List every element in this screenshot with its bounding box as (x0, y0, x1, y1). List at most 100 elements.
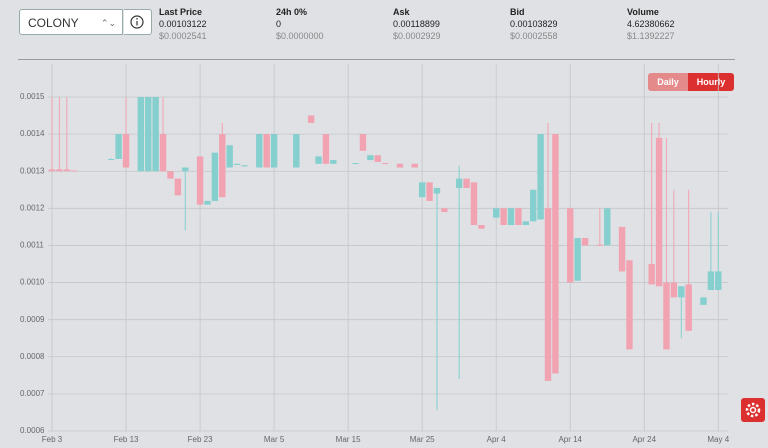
candle-body (478, 225, 485, 229)
hourly-button[interactable]: Hourly (688, 73, 734, 91)
candle-body (537, 134, 544, 220)
candle-body (315, 156, 322, 164)
stat-label: 24h 0% (276, 7, 308, 17)
y-tick-label: 0.0015 (20, 92, 45, 101)
y-tick-label: 0.0010 (20, 278, 45, 287)
candle-body (670, 282, 678, 298)
candle-body (374, 155, 381, 162)
candle-body (204, 200, 211, 205)
candle-body (530, 189, 537, 222)
candle-body (122, 134, 130, 168)
candle-body (463, 178, 470, 188)
candle-body (71, 170, 78, 172)
info-button[interactable] (124, 9, 152, 35)
info-icon (130, 15, 144, 29)
candle-body (270, 134, 278, 168)
candle-body (507, 208, 515, 226)
x-tick-label: Mar 15 (336, 435, 361, 444)
candle-body (152, 97, 159, 172)
candle-body (159, 134, 167, 172)
candle-body (470, 182, 478, 226)
candle-body (678, 286, 685, 298)
candle-body (56, 169, 63, 172)
candle-body (174, 178, 182, 196)
x-tick-label: May 4 (707, 435, 729, 444)
x-tick-label: Apr 14 (558, 435, 582, 444)
stat-value: 0 (276, 19, 282, 29)
token-selector[interactable]: COLONY ⌃⌄ (19, 9, 123, 35)
candle-body (574, 238, 581, 281)
candle-body (544, 208, 552, 381)
y-tick-label: 0.0014 (20, 129, 45, 138)
candle-body (500, 208, 507, 226)
x-tick-label: Feb 23 (188, 435, 213, 444)
stat-label: Last Price (159, 7, 203, 17)
candle-body (618, 226, 626, 272)
y-tick-label: 0.0009 (20, 315, 45, 324)
x-tick-label: Apr 24 (632, 435, 656, 444)
x-tick-label: Mar 25 (410, 435, 435, 444)
stat-label: Ask (393, 7, 410, 17)
candle-body (381, 163, 389, 165)
candle-body (492, 208, 500, 218)
candle-body (648, 264, 655, 285)
candle-body (433, 187, 441, 194)
y-tick-label: 0.0012 (20, 203, 45, 212)
candle-body (352, 163, 359, 165)
candle-body (685, 284, 692, 331)
stat-value: 0.00103829 (510, 19, 558, 29)
candle-body (567, 208, 574, 283)
candle-body (330, 160, 337, 164)
candle-body (48, 169, 56, 172)
candle-body (233, 163, 241, 165)
stat: Last Price 0.00103122 $0.0002541 (159, 6, 207, 42)
candle-body (700, 297, 707, 305)
candle-body (515, 208, 522, 226)
caret: ⌃⌄ (100, 18, 116, 28)
x-tick-label: Feb 3 (42, 435, 63, 444)
candle-body (441, 208, 448, 213)
candle-body (115, 134, 122, 159)
daily-button[interactable]: Daily (648, 73, 688, 91)
candle-body (307, 115, 315, 123)
stat-usd: $0.0000000 (276, 31, 324, 41)
candle-body (145, 97, 152, 172)
candle-body (715, 271, 722, 290)
y-tick-label: 0.0006 (20, 426, 45, 435)
candle-body (522, 221, 530, 226)
candle-body (167, 171, 174, 179)
candle-body (663, 282, 670, 350)
candle-body (226, 145, 233, 168)
stat: Bid 0.00103829 $0.0002558 (510, 6, 558, 42)
stat-usd: $1.1392227 (627, 31, 675, 41)
candle-body (263, 134, 270, 168)
stat-value: 0.00103122 (159, 19, 207, 29)
settings-button[interactable] (741, 398, 765, 422)
y-tick-label: 0.0008 (20, 352, 45, 361)
candle-body (256, 134, 263, 168)
candle-body (108, 158, 115, 160)
candle-body (596, 244, 604, 246)
stat: Volume 4.62380662 $1.1392227 (627, 6, 675, 42)
stat-label: Volume (627, 7, 659, 17)
candle-body (655, 137, 663, 287)
x-tick-label: Mar 5 (264, 435, 285, 444)
candle-body (396, 163, 404, 168)
stat-usd: $0.0002558 (510, 31, 558, 41)
candle-body (322, 134, 330, 164)
stat-value: 4.62380662 (627, 19, 675, 29)
candle-body (707, 271, 715, 290)
y-tick-label: 0.0011 (20, 241, 44, 250)
candle-body (581, 238, 589, 246)
y-tick-label: 0.0013 (20, 166, 45, 175)
stat-value: 0.00118899 (393, 19, 440, 29)
candle-body (63, 169, 71, 172)
stat-usd: $0.0002929 (393, 31, 441, 41)
candle-body (359, 134, 367, 151)
stat: 24h 0% 0 $0.0000000 (276, 6, 324, 42)
candle-body (418, 182, 426, 198)
x-tick-label: Feb 13 (114, 435, 139, 444)
x-tick-label: Apr 4 (487, 435, 507, 444)
stat-usd: $0.0002541 (159, 31, 207, 41)
